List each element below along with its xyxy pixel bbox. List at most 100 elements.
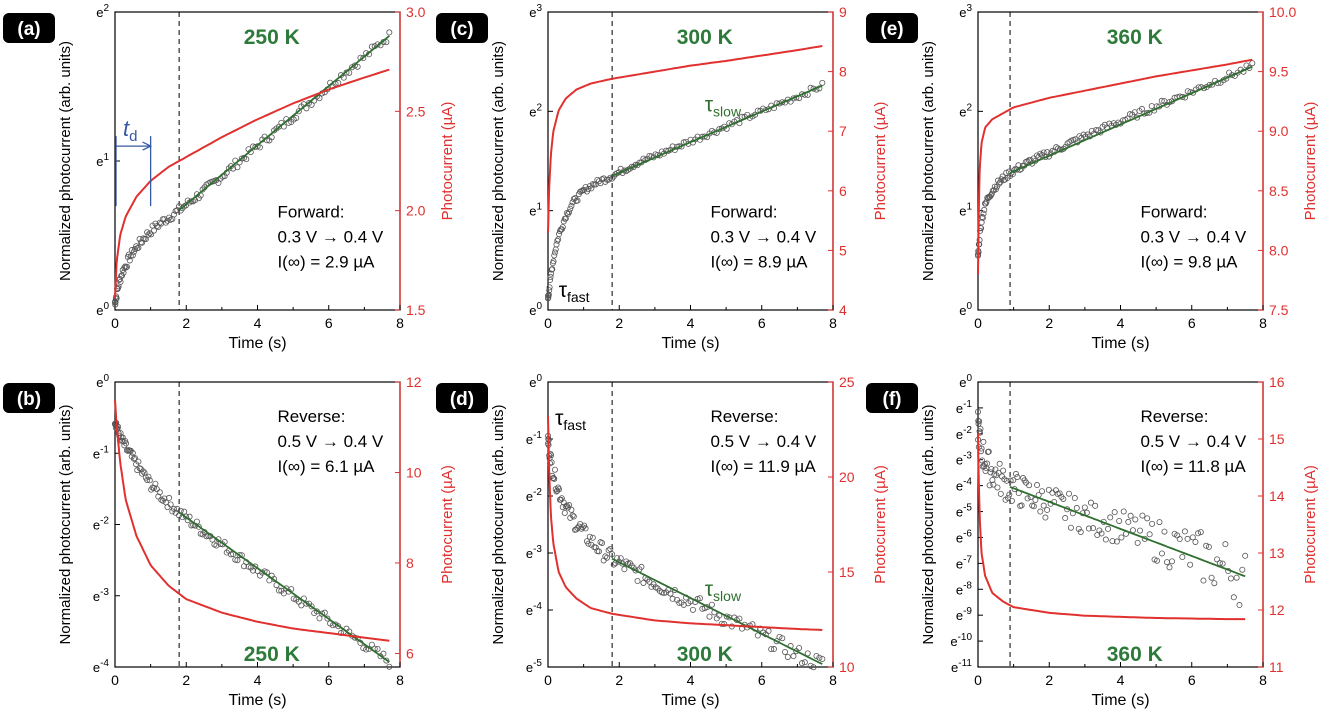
y-right-tick-label: 6 [406, 645, 414, 661]
data-point [1222, 541, 1229, 548]
data-point [1227, 575, 1234, 582]
data-point [136, 236, 143, 243]
y-left-tick-label: e3 [959, 3, 972, 20]
tau-subscript: fast [563, 417, 586, 433]
data-point [1109, 538, 1116, 545]
data-point [1096, 527, 1103, 534]
x-tick-label: 0 [974, 315, 982, 331]
data-point [984, 460, 991, 467]
data-point [1179, 554, 1186, 561]
data-point [1208, 574, 1215, 581]
data-point [1000, 467, 1007, 474]
data-point [152, 480, 159, 487]
data-point [115, 430, 122, 437]
data-point [1042, 514, 1049, 521]
data-point [308, 603, 315, 610]
x-axis-label: Time (s) [1091, 692, 1149, 709]
data-point [1065, 490, 1072, 497]
data-point [319, 610, 326, 617]
y-left-tick-label: e-3 [526, 544, 543, 561]
y-right-tick-label: 7 [839, 123, 847, 139]
y-left-tick-label: e1 [96, 152, 109, 169]
data-point [1037, 150, 1044, 157]
y-left-tick-label: e0 [959, 373, 972, 390]
data-point [1034, 482, 1041, 489]
y-left-tick-label: e0 [529, 373, 542, 390]
x-tick-label: 4 [1117, 672, 1125, 688]
data-point [155, 493, 162, 500]
data-point [810, 664, 817, 671]
tick-exponent: -1 [100, 444, 109, 455]
data-point [386, 29, 393, 36]
x-tick-label: 6 [325, 672, 333, 688]
data-point [156, 489, 163, 496]
tick-exponent: -3 [533, 544, 542, 555]
data-point [723, 613, 730, 620]
y-left-axis-label: Normalized photocurrent (arb. units) [57, 404, 74, 644]
tick-exponent: -4 [963, 477, 972, 488]
x-tick-label: 4 [254, 315, 262, 331]
data-point [979, 214, 986, 221]
data-point [181, 508, 188, 515]
data-point [129, 252, 136, 259]
data-point [1187, 561, 1194, 568]
x-tick-label: 4 [687, 672, 695, 688]
data-point [736, 615, 743, 622]
data-point [136, 465, 143, 472]
y-right-tick-label: 10.0 [1269, 4, 1296, 20]
temperature-label: 250 K [244, 26, 300, 49]
tick-exponent: 0 [103, 373, 109, 384]
data-point [977, 429, 984, 436]
data-point [383, 39, 390, 46]
y-right-axis-label: Photocurrent (µA) [439, 465, 456, 584]
data-point [1040, 502, 1047, 509]
data-point [1107, 514, 1114, 521]
data-point [1158, 550, 1165, 557]
data-point [547, 273, 554, 280]
condition-text: Forward: [1140, 203, 1207, 222]
data-point [638, 563, 645, 570]
data-point [140, 468, 147, 475]
condition-text: I(∞) = 11.9 µA [710, 457, 816, 476]
tau-symbol: τ [559, 279, 568, 302]
data-point [125, 251, 132, 258]
data-point [782, 648, 789, 655]
data-point [790, 653, 797, 660]
data-point [158, 496, 165, 503]
data-point [586, 533, 593, 540]
data-point [1197, 529, 1204, 536]
data-point [1236, 602, 1243, 609]
data-point [1138, 105, 1145, 112]
data-point [1111, 509, 1118, 516]
tick-base: e [93, 660, 100, 675]
data-point [581, 522, 588, 529]
tick-base: e [529, 375, 536, 390]
tick-base: e [93, 589, 100, 604]
data-point [1088, 127, 1095, 134]
y-right-tick-label: 25 [839, 374, 855, 390]
y-left-tick-label: e-5 [956, 503, 973, 520]
data-point [316, 615, 323, 622]
data-point [1132, 516, 1139, 523]
data-point [1085, 525, 1092, 532]
data-point [1018, 502, 1025, 509]
data-point [340, 74, 347, 81]
y-right-tick-label: 9.5 [1269, 64, 1289, 80]
data-point [1045, 486, 1052, 493]
x-tick-label: 0 [544, 315, 552, 331]
data-point [363, 646, 370, 653]
data-point [595, 178, 602, 185]
y-right-tick-label: 6 [839, 183, 847, 199]
y-left-axis-label: Normalized photocurrent (arb. units) [490, 41, 507, 281]
y-right-tick-label: 2.0 [406, 203, 426, 219]
data-point [303, 600, 310, 607]
y-left-tick-label: e-4 [526, 601, 543, 618]
x-tick-label: 8 [396, 315, 404, 331]
data-point [1078, 134, 1085, 141]
tick-exponent: 0 [966, 373, 972, 384]
data-point [551, 466, 558, 473]
y-left-tick-label: e-5 [526, 658, 543, 675]
